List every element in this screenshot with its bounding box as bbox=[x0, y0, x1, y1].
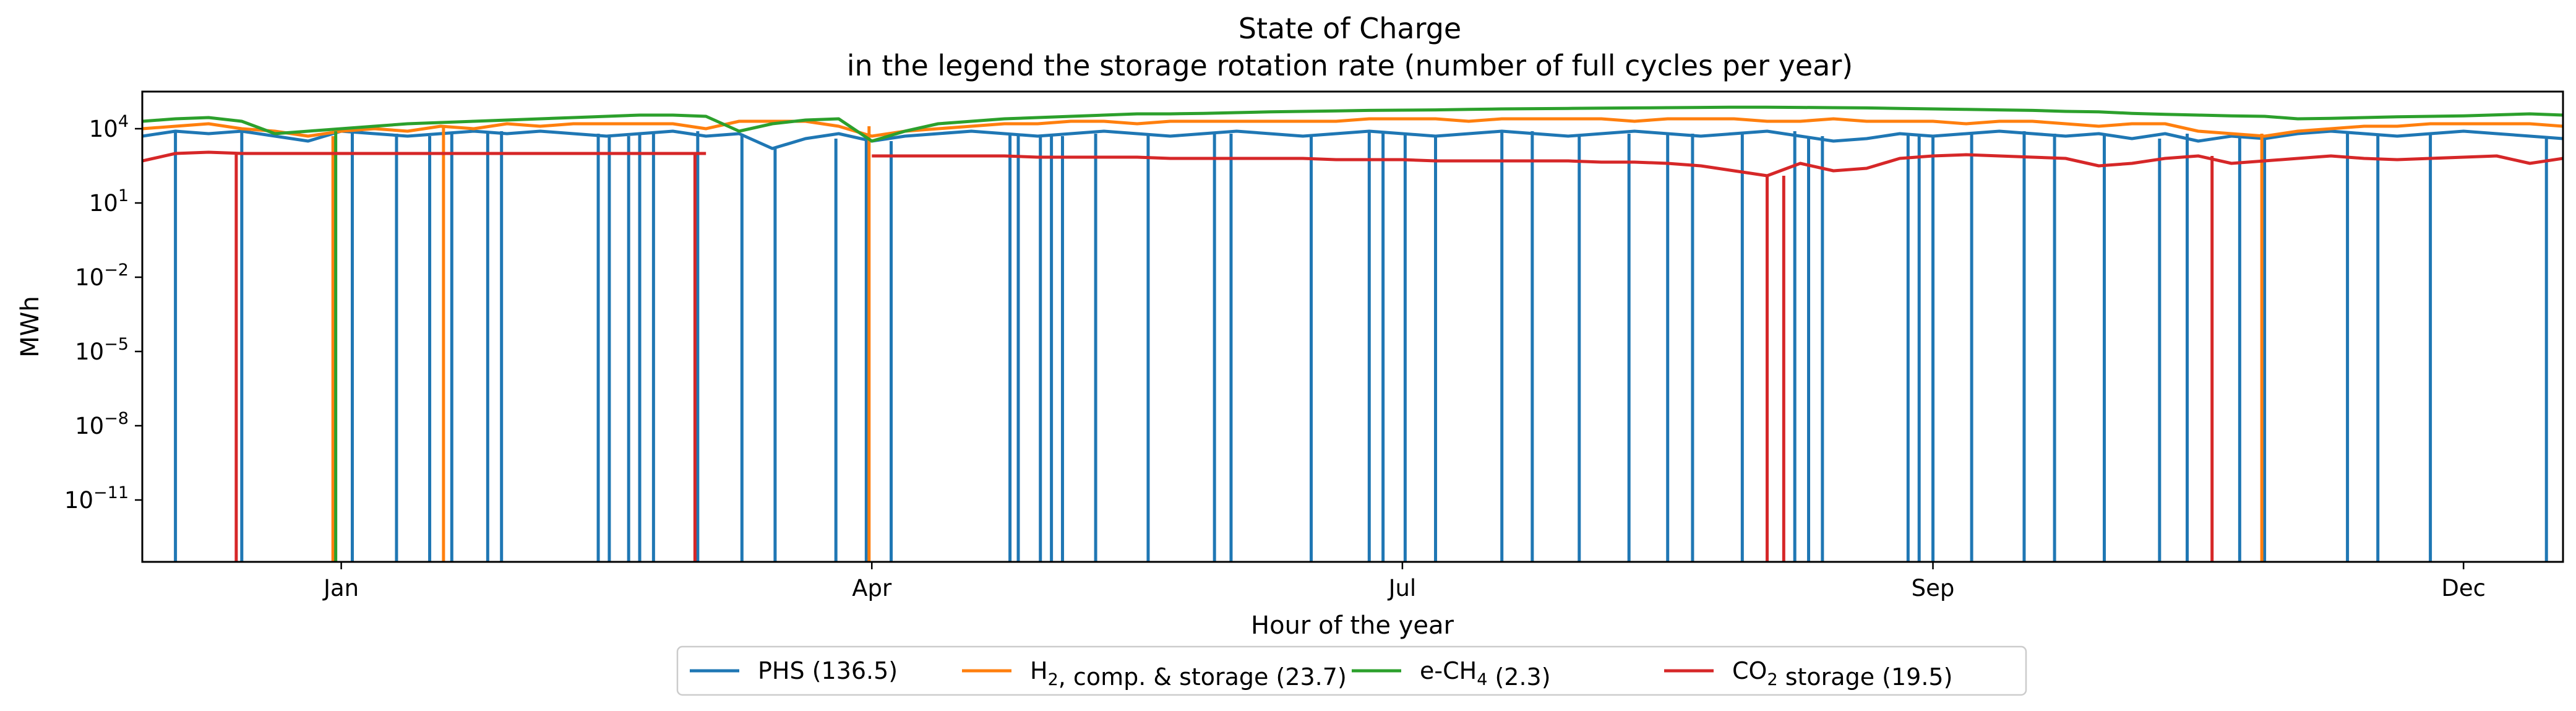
legend-label: PHS (136.5) bbox=[758, 657, 898, 684]
y-tick-label: 10−2 bbox=[75, 261, 129, 291]
series-line bbox=[142, 117, 2563, 138]
legend: PHS (136.5) H2, comp. & storage (23.7) e-C… bbox=[676, 645, 2027, 696]
series-layer bbox=[142, 105, 2563, 562]
y-tick-label: 10−5 bbox=[75, 335, 129, 365]
y-tick-label: 10−11 bbox=[64, 483, 129, 514]
legend-label: e-CH4 (2.3) bbox=[1420, 657, 1551, 691]
series-line bbox=[142, 105, 2563, 143]
plot-frame bbox=[141, 90, 2564, 563]
x-tick-label: Jul bbox=[1388, 575, 1417, 601]
x-tick-label: Sep bbox=[1912, 575, 1955, 601]
chart-subtitle: in the legend the storage rotation rate … bbox=[847, 49, 1853, 82]
y-tick-label: 10−8 bbox=[75, 409, 129, 439]
series-1 bbox=[142, 129, 2563, 562]
x-axis-label: Hour of the year bbox=[1251, 611, 1454, 640]
chart-title: State of Charge bbox=[1239, 12, 1461, 45]
series-line bbox=[142, 150, 2563, 178]
x-tick-label: Apr bbox=[852, 575, 892, 601]
y-tick-label: 101 bbox=[89, 186, 129, 217]
series-4 bbox=[142, 150, 2563, 562]
y-tick-label: 104 bbox=[89, 112, 129, 142]
x-axis: Jan Apr Jul Sep Dec bbox=[322, 562, 2486, 601]
series-line bbox=[142, 129, 2563, 150]
legend-label: CO2 storage (19.5) bbox=[1732, 657, 1952, 691]
y-axis: 104 101 10−2 10−5 10−8 10−11 bbox=[64, 112, 142, 514]
series-3 bbox=[142, 105, 2563, 562]
x-tick-label: Dec bbox=[2441, 575, 2486, 601]
y-axis-label: MWh bbox=[16, 296, 45, 357]
legend-label: H2, comp. & storage (23.7) bbox=[1030, 657, 1347, 691]
series-2 bbox=[142, 117, 2563, 562]
x-tick-label: Jan bbox=[322, 575, 359, 601]
